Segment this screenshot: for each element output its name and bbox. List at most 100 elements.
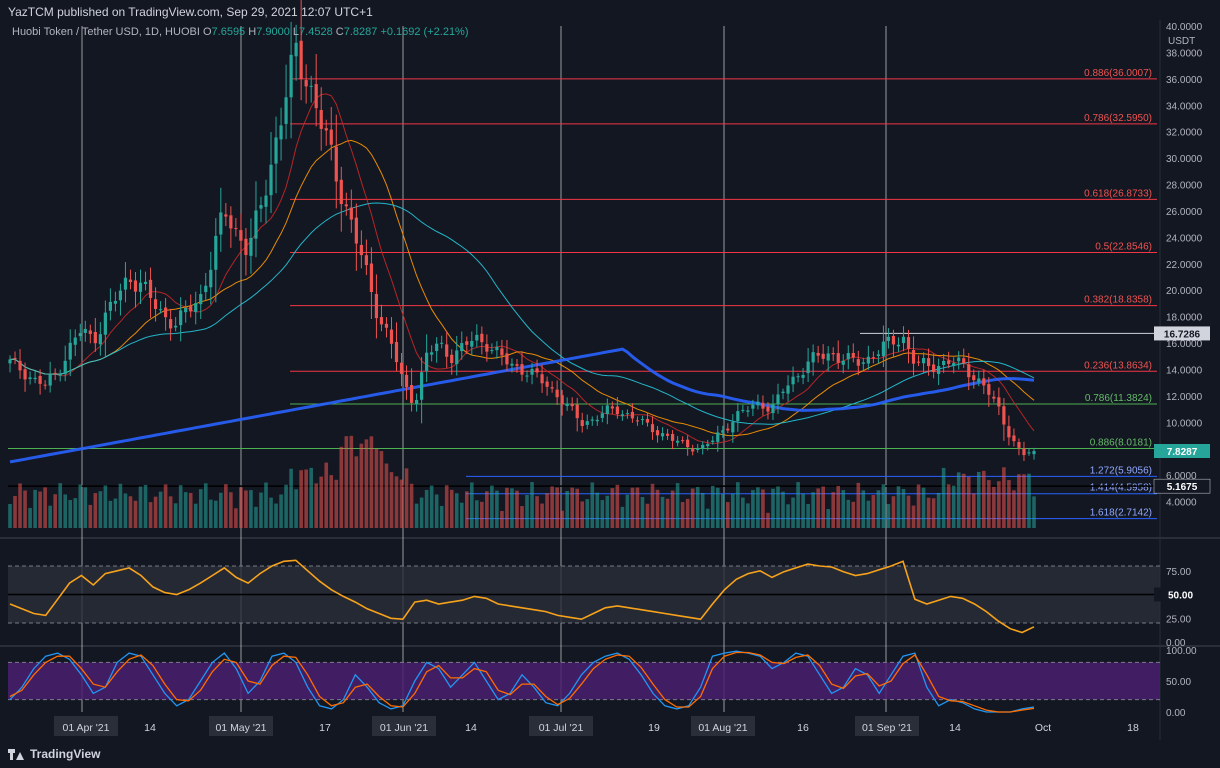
volume-bar (354, 456, 359, 528)
volume-bar (655, 489, 660, 528)
volume-bar (324, 462, 329, 528)
volume-bar (269, 497, 273, 528)
volume-bar (339, 446, 344, 528)
chart-canvas[interactable]: 0.886(36.0007) 0.786(32.5950) 0.618(26.873… (0, 0, 1220, 740)
price-tick-label: 28.0000 (1166, 181, 1203, 192)
volume-bar (434, 494, 439, 528)
volume-bar (13, 496, 17, 528)
volume-bar (1007, 480, 1011, 528)
volume-bar (997, 481, 1001, 528)
rsi-tick-label: 0.00 (1166, 638, 1186, 649)
volume-bar (419, 497, 424, 528)
candle-body (339, 179, 343, 205)
candle-body (610, 406, 614, 409)
tradingview-brand[interactable]: TradingView (8, 747, 100, 761)
rsi-mid-tag-label: 50.00 (1168, 591, 1193, 602)
price-tick-label: 34.0000 (1166, 101, 1203, 112)
volume-bar (1032, 496, 1036, 528)
candle-body (113, 300, 118, 304)
candle-body (711, 440, 715, 443)
candle-body (846, 353, 850, 360)
publish-header: YazTCM published on TradingView.com, Sep… (0, 0, 1168, 24)
open-label: O (202, 26, 212, 38)
candle-body (585, 421, 589, 425)
volume-bar (409, 483, 414, 528)
volume-bar (992, 486, 996, 528)
candle-body (103, 312, 107, 335)
volume-bar (444, 485, 449, 528)
time-tick-label: 01 Jun '21 (380, 722, 428, 734)
stoch-k-line (9, 650, 1035, 713)
time-label-box (372, 716, 436, 736)
time-label-box (691, 716, 755, 736)
candle-body (179, 310, 183, 326)
candle-body (540, 374, 544, 384)
candle-body (696, 448, 700, 450)
volume-bar (751, 490, 755, 528)
volume-bar (821, 486, 825, 528)
candle-body (555, 389, 559, 398)
time-axis[interactable]: 01 Apr '21 14 01 May '21 17 01 Jun '21 14 01 J… (54, 716, 1139, 736)
volume-bar (811, 492, 815, 528)
volume-bar (459, 502, 464, 528)
candle-body (997, 397, 1001, 407)
candle-body (590, 419, 594, 421)
time-tick-label: 16 (797, 722, 809, 734)
candle-body (650, 424, 655, 433)
time-label-box (209, 716, 273, 736)
candle-body (28, 377, 32, 379)
candle-body (249, 237, 253, 256)
volume-bar (951, 485, 956, 528)
volume-bar (756, 487, 760, 528)
candle-body (13, 357, 17, 359)
volume-bar (319, 476, 324, 528)
volume-bar (926, 497, 931, 528)
rsi-line (9, 559, 1035, 634)
candle-body (831, 353, 835, 355)
brand-name: TradingView (30, 747, 101, 761)
price-tick-label: 18.0000 (1166, 313, 1203, 324)
volume-bar (675, 483, 680, 528)
candle-body (570, 403, 574, 407)
price-tag-label: 7.8287 (1167, 447, 1198, 458)
volume-bar (374, 448, 379, 528)
time-tick-label: 01 Aug '21 (698, 722, 747, 734)
candle-body (1012, 435, 1016, 442)
candle-body (364, 255, 368, 266)
candle-body (169, 319, 173, 329)
volume-bar (595, 492, 600, 528)
candle-body (174, 325, 178, 328)
fib-level-label: 0.786(11.3824) (1085, 393, 1152, 404)
candle-body (741, 409, 745, 411)
price-tag-label: 5.1675 (1167, 482, 1198, 493)
candle-body (294, 42, 298, 57)
candle-body (344, 204, 348, 207)
candle-body (896, 344, 901, 347)
volume-bar (439, 505, 444, 528)
candle-body (18, 360, 22, 371)
volume-bar (449, 489, 454, 528)
volume-bar (896, 486, 901, 528)
candle-body (701, 444, 705, 449)
volume-bar (881, 484, 886, 528)
candle-body (450, 354, 454, 364)
candle-body (299, 40, 303, 79)
volume-bar (314, 483, 318, 528)
candle-body (625, 413, 630, 415)
volume-bar (369, 436, 374, 528)
volume-bar (68, 500, 73, 528)
candle-body (389, 329, 394, 344)
time-tick-label: 14 (949, 722, 961, 734)
volume-bar (279, 494, 283, 528)
volume-bar (48, 505, 52, 528)
volume-bar (73, 498, 78, 528)
volume-bar (560, 510, 564, 528)
time-tick-label: 01 May '21 (215, 722, 266, 734)
stoch-d-line (9, 651, 1035, 713)
candle-body (53, 372, 57, 374)
candle-body (63, 360, 67, 375)
price-axis[interactable]: 4.00006.00008.000010.000012.000014.00001… (1166, 22, 1203, 509)
candle-body (630, 411, 635, 419)
volume-bar (495, 490, 499, 528)
volume-bar (645, 503, 650, 528)
